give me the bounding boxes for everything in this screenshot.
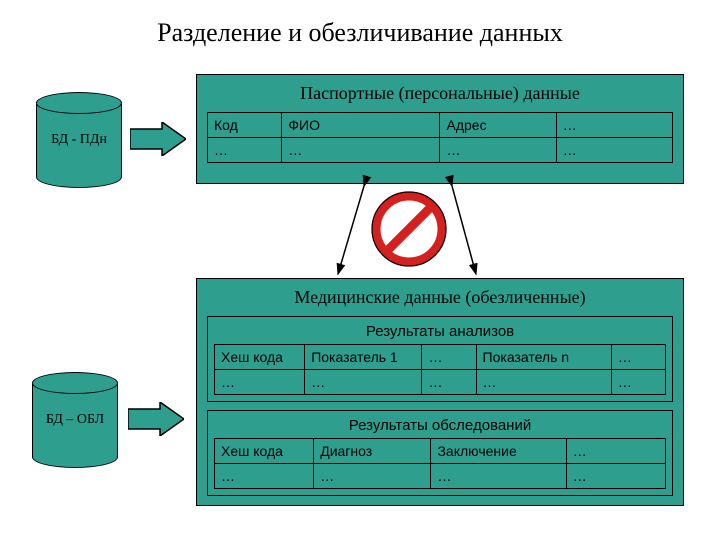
arrow-to-panel2: [128, 402, 184, 436]
exam-table: Хеш кода Диагноз Заключение … … … … …: [214, 438, 666, 489]
block2-subtitle: Результаты обследований: [214, 417, 666, 434]
db-cylinder-obl: БД – ОБЛ: [32, 372, 116, 468]
analysis-table: Хеш кода Показатель 1 … Показатель n … ……: [214, 344, 666, 395]
prohibition-icon: [370, 190, 448, 268]
db-cylinder-pdn-label: БД - ПДн: [36, 104, 122, 176]
panel-medical-title: Медицинские данные (обезличенные): [207, 287, 673, 308]
table-row: Хеш кода Диагноз Заключение …: [215, 439, 666, 464]
panel-medical: Медицинские данные (обезличенные) Резуль…: [196, 278, 684, 506]
table-row: … … … …: [215, 464, 666, 489]
block1-subtitle: Результаты анализов: [214, 323, 666, 340]
table-row: … … … … …: [215, 370, 666, 395]
table-row: Хеш кода Показатель 1 … Показатель n …: [215, 345, 666, 370]
db-cylinder-pdn: БД - ПДн: [36, 92, 120, 188]
db-cylinder-obl-label: БД – ОБЛ: [32, 384, 118, 456]
